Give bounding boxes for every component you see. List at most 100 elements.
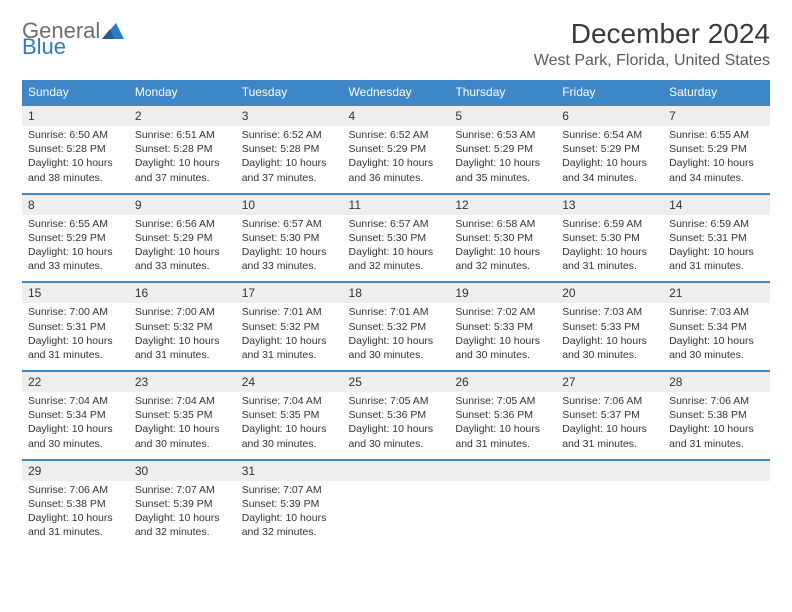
day-number-cell: 18 [343, 282, 450, 303]
day-number-cell: 28 [663, 371, 770, 392]
day-content-cell: Sunrise: 7:07 AMSunset: 5:39 PMDaylight:… [236, 481, 343, 548]
day-content-cell: Sunrise: 7:06 AMSunset: 5:38 PMDaylight:… [22, 481, 129, 548]
day-number-cell: 14 [663, 194, 770, 215]
day-content-cell: Sunrise: 7:06 AMSunset: 5:38 PMDaylight:… [663, 392, 770, 460]
sunset-line: Sunset: 5:30 PM [349, 231, 444, 245]
day-number-cell: 9 [129, 194, 236, 215]
day-content-cell: Sunrise: 7:05 AMSunset: 5:36 PMDaylight:… [449, 392, 556, 460]
daylight-line: Daylight: 10 hours and 32 minutes. [135, 511, 230, 539]
day-content-cell: Sunrise: 7:00 AMSunset: 5:32 PMDaylight:… [129, 303, 236, 371]
weekday-header: Wednesday [343, 80, 450, 105]
calendar-table: Sunday Monday Tuesday Wednesday Thursday… [22, 80, 770, 547]
sunrise-line: Sunrise: 6:52 AM [242, 128, 337, 142]
day-number-cell: 2 [129, 105, 236, 126]
sunset-line: Sunset: 5:29 PM [28, 231, 123, 245]
day-number-cell: 26 [449, 371, 556, 392]
sunrise-line: Sunrise: 6:57 AM [242, 217, 337, 231]
content-row: Sunrise: 6:55 AMSunset: 5:29 PMDaylight:… [22, 215, 770, 283]
day-number-cell [556, 460, 663, 481]
content-row: Sunrise: 6:50 AMSunset: 5:28 PMDaylight:… [22, 126, 770, 194]
daynum-row: 22232425262728 [22, 371, 770, 392]
daylight-line: Daylight: 10 hours and 32 minutes. [455, 245, 550, 273]
sunrise-line: Sunrise: 6:53 AM [455, 128, 550, 142]
day-content-cell: Sunrise: 6:57 AMSunset: 5:30 PMDaylight:… [236, 215, 343, 283]
daylight-line: Daylight: 10 hours and 31 minutes. [669, 422, 764, 450]
sunrise-line: Sunrise: 6:59 AM [562, 217, 657, 231]
daylight-line: Daylight: 10 hours and 31 minutes. [28, 334, 123, 362]
daylight-line: Daylight: 10 hours and 33 minutes. [242, 245, 337, 273]
day-content-cell: Sunrise: 7:04 AMSunset: 5:35 PMDaylight:… [236, 392, 343, 460]
day-number-cell: 6 [556, 105, 663, 126]
weekday-header: Friday [556, 80, 663, 105]
day-content-cell: Sunrise: 7:01 AMSunset: 5:32 PMDaylight:… [236, 303, 343, 371]
daynum-row: 891011121314 [22, 194, 770, 215]
content-row: Sunrise: 7:06 AMSunset: 5:38 PMDaylight:… [22, 481, 770, 548]
day-number-cell: 31 [236, 460, 343, 481]
daylight-line: Daylight: 10 hours and 30 minutes. [349, 334, 444, 362]
day-content-cell: Sunrise: 6:59 AMSunset: 5:31 PMDaylight:… [663, 215, 770, 283]
day-number-cell: 22 [22, 371, 129, 392]
sunrise-line: Sunrise: 7:05 AM [349, 394, 444, 408]
day-content-cell: Sunrise: 7:05 AMSunset: 5:36 PMDaylight:… [343, 392, 450, 460]
sunset-line: Sunset: 5:29 PM [562, 142, 657, 156]
daylight-line: Daylight: 10 hours and 34 minutes. [669, 156, 764, 184]
weekday-header: Thursday [449, 80, 556, 105]
day-content-cell: Sunrise: 7:07 AMSunset: 5:39 PMDaylight:… [129, 481, 236, 548]
day-content-cell: Sunrise: 7:04 AMSunset: 5:34 PMDaylight:… [22, 392, 129, 460]
daylight-line: Daylight: 10 hours and 33 minutes. [28, 245, 123, 273]
content-row: Sunrise: 7:04 AMSunset: 5:34 PMDaylight:… [22, 392, 770, 460]
daylight-line: Daylight: 10 hours and 37 minutes. [242, 156, 337, 184]
day-number-cell: 11 [343, 194, 450, 215]
daylight-line: Daylight: 10 hours and 31 minutes. [242, 334, 337, 362]
sunset-line: Sunset: 5:35 PM [242, 408, 337, 422]
header: General December 2024 West Park, Florida… [22, 18, 770, 70]
sunrise-line: Sunrise: 7:07 AM [135, 483, 230, 497]
daylight-line: Daylight: 10 hours and 37 minutes. [135, 156, 230, 184]
daynum-row: 15161718192021 [22, 282, 770, 303]
sunrise-line: Sunrise: 6:51 AM [135, 128, 230, 142]
day-number-cell [449, 460, 556, 481]
day-content-cell: Sunrise: 6:52 AMSunset: 5:28 PMDaylight:… [236, 126, 343, 194]
sunrise-line: Sunrise: 7:06 AM [669, 394, 764, 408]
sunrise-line: Sunrise: 7:03 AM [562, 305, 657, 319]
sunset-line: Sunset: 5:28 PM [135, 142, 230, 156]
daylight-line: Daylight: 10 hours and 31 minutes. [562, 245, 657, 273]
day-number-cell: 8 [22, 194, 129, 215]
day-content-cell: Sunrise: 6:51 AMSunset: 5:28 PMDaylight:… [129, 126, 236, 194]
day-content-cell: Sunrise: 6:53 AMSunset: 5:29 PMDaylight:… [449, 126, 556, 194]
sunrise-line: Sunrise: 7:01 AM [242, 305, 337, 319]
sunset-line: Sunset: 5:31 PM [669, 231, 764, 245]
sunset-line: Sunset: 5:28 PM [242, 142, 337, 156]
sunrise-line: Sunrise: 6:55 AM [28, 217, 123, 231]
day-number-cell: 16 [129, 282, 236, 303]
sunset-line: Sunset: 5:29 PM [349, 142, 444, 156]
daylight-line: Daylight: 10 hours and 30 minutes. [455, 334, 550, 362]
day-number-cell: 5 [449, 105, 556, 126]
daylight-line: Daylight: 10 hours and 35 minutes. [455, 156, 550, 184]
day-number-cell: 3 [236, 105, 343, 126]
day-number-cell: 30 [129, 460, 236, 481]
sunset-line: Sunset: 5:30 PM [455, 231, 550, 245]
day-content-cell: Sunrise: 6:58 AMSunset: 5:30 PMDaylight:… [449, 215, 556, 283]
sunset-line: Sunset: 5:32 PM [135, 320, 230, 334]
sunset-line: Sunset: 5:39 PM [135, 497, 230, 511]
day-content-cell: Sunrise: 7:04 AMSunset: 5:35 PMDaylight:… [129, 392, 236, 460]
sunrise-line: Sunrise: 7:04 AM [28, 394, 123, 408]
day-content-cell: Sunrise: 6:59 AMSunset: 5:30 PMDaylight:… [556, 215, 663, 283]
daylight-line: Daylight: 10 hours and 32 minutes. [242, 511, 337, 539]
day-number-cell: 10 [236, 194, 343, 215]
day-number-cell: 15 [22, 282, 129, 303]
daylight-line: Daylight: 10 hours and 31 minutes. [455, 422, 550, 450]
daylight-line: Daylight: 10 hours and 30 minutes. [242, 422, 337, 450]
sunrise-line: Sunrise: 7:06 AM [562, 394, 657, 408]
sunset-line: Sunset: 5:32 PM [242, 320, 337, 334]
weekday-header-row: Sunday Monday Tuesday Wednesday Thursday… [22, 80, 770, 105]
daylight-line: Daylight: 10 hours and 34 minutes. [562, 156, 657, 184]
sunrise-line: Sunrise: 6:50 AM [28, 128, 123, 142]
day-number-cell: 29 [22, 460, 129, 481]
day-content-cell: Sunrise: 7:00 AMSunset: 5:31 PMDaylight:… [22, 303, 129, 371]
daylight-line: Daylight: 10 hours and 31 minutes. [28, 511, 123, 539]
sunset-line: Sunset: 5:29 PM [455, 142, 550, 156]
sunset-line: Sunset: 5:32 PM [349, 320, 444, 334]
sunrise-line: Sunrise: 7:00 AM [28, 305, 123, 319]
